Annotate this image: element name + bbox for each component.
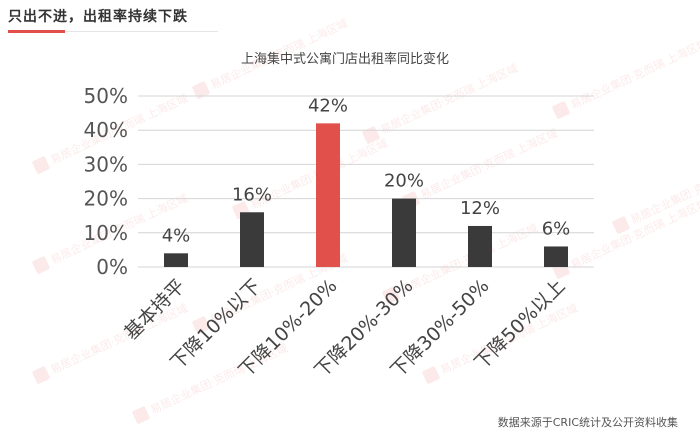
watermark-stamp: 易居企业集团·克而瑞 上海区域 bbox=[232, 136, 390, 219]
svg-text:易居企业集团·克而瑞 上海区域: 易居企业集团·克而瑞 上海区域 bbox=[568, 196, 700, 272]
data-label: 4% bbox=[162, 225, 191, 246]
watermark-stamp: 易居企业集团·克而瑞 上海区域 bbox=[552, 36, 700, 119]
chart-title: 上海集中式公寓门店出租率同比变化 bbox=[241, 51, 449, 67]
gridlines bbox=[138, 95, 594, 268]
data-label: 12% bbox=[460, 198, 500, 219]
x-axis-ticks: 基本持平下降10%以下下降10%-20%下降20%-30%下降30%-50%下降… bbox=[120, 275, 569, 382]
svg-text:易居企业集团·克而瑞 上海区域: 易居企业集团·克而瑞 上海区域 bbox=[378, 61, 520, 137]
y-tick-label: 10% bbox=[84, 221, 128, 245]
bar bbox=[468, 225, 492, 267]
bar bbox=[164, 253, 188, 267]
y-tick-label: 0% bbox=[96, 255, 128, 279]
bar bbox=[316, 123, 340, 267]
svg-text:易居企业集团·克而瑞 上海区域: 易居企业集团·克而瑞 上海区域 bbox=[418, 126, 560, 202]
y-tick-label: 40% bbox=[84, 118, 128, 142]
watermark-stamp: 易居企业集团·克而瑞 上海区域 bbox=[362, 61, 520, 144]
watermark-stamp: 易居企业集团·克而瑞 上海区域 bbox=[402, 126, 560, 209]
source-note: 数据来源于CRIC统计及公开资料收集 bbox=[497, 416, 678, 429]
heading-accent-rule bbox=[8, 30, 65, 33]
section-heading: 只出不进，出租率持续下跌 bbox=[8, 9, 188, 25]
heading-rule bbox=[65, 31, 218, 32]
svg-text:易居企业集团·克而瑞 上海区域: 易居企业集团·克而瑞 上海区域 bbox=[568, 36, 700, 112]
data-labels: 4% 16% 42% 20% 12% 6% bbox=[162, 95, 571, 246]
data-label: 20% bbox=[384, 171, 424, 192]
bar bbox=[544, 246, 568, 267]
data-label: 16% bbox=[232, 184, 272, 205]
data-label: 6% bbox=[542, 218, 571, 239]
bar bbox=[240, 212, 264, 267]
y-tick-label: 50% bbox=[84, 84, 128, 108]
svg-text:易居企业集团·克而瑞 上海区域: 易居企业集团·克而瑞 上海区域 bbox=[48, 301, 190, 377]
y-tick-label: 30% bbox=[84, 152, 128, 176]
data-label: 42% bbox=[308, 95, 348, 116]
y-axis-ticks: 0% 10% 20% 30% 40% 50% bbox=[84, 84, 128, 279]
y-tick-label: 20% bbox=[84, 187, 128, 211]
bar bbox=[392, 198, 416, 267]
bars bbox=[164, 123, 568, 267]
